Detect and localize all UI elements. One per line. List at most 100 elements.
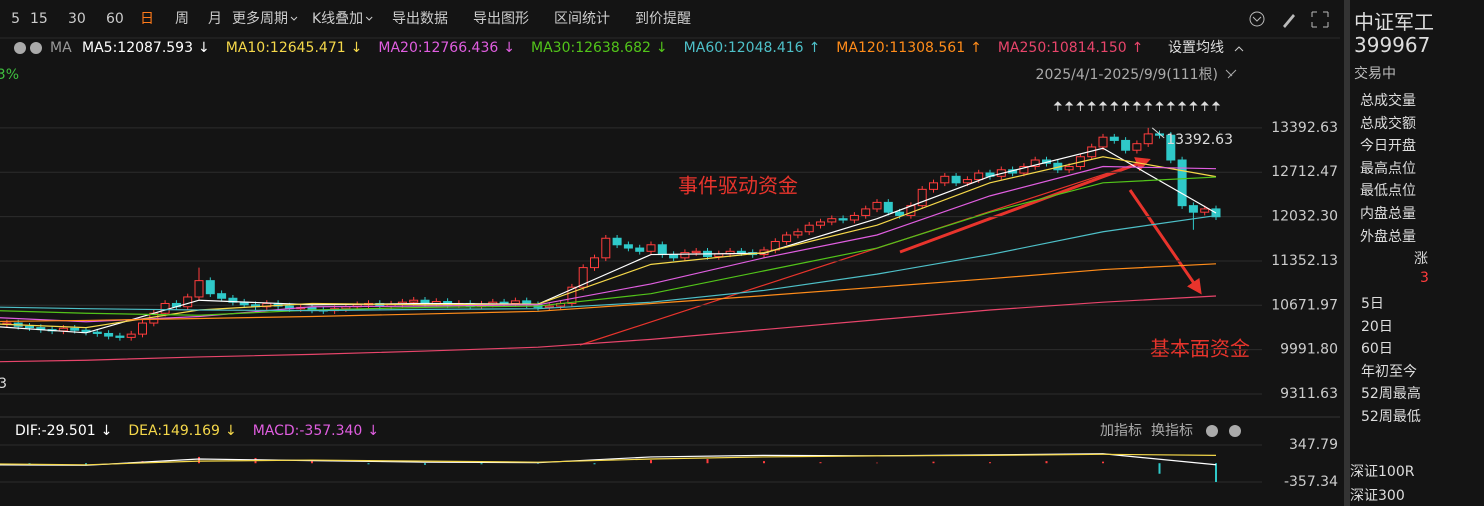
legend-trend: ↑ (970, 40, 982, 56)
legend-trend: ↓ (656, 40, 668, 56)
toolbar-item[interactable]: 15 (30, 11, 48, 27)
ma-line (0, 295, 1217, 363)
toolbar-item[interactable]: 30 (68, 11, 86, 27)
legend-trend: ↓ (503, 40, 515, 56)
y-tick-label: 347.79 (1289, 437, 1338, 453)
field-label: 总成交量 (1360, 93, 1416, 109)
macd-bar (989, 462, 991, 464)
toolbar-item[interactable]: 到价提醒 (635, 11, 691, 27)
collapse-icon[interactable] (1249, 11, 1265, 27)
candle-body (1030, 159, 1040, 168)
change-value: 3 (1420, 270, 1429, 286)
pin-icon[interactable] (1225, 69, 1237, 79)
indicator-button[interactable]: 加指标 (1100, 423, 1142, 439)
macd-bar (424, 463, 426, 465)
toolbar-item[interactable]: 周 (175, 11, 189, 27)
max-pointer (1151, 127, 1165, 139)
ma-line (0, 176, 1217, 316)
candle-body (590, 257, 599, 269)
signal-marker (1166, 101, 1176, 111)
legend-label: DIF:-29.501 (15, 423, 96, 439)
toolbar-item[interactable]: 5 (11, 11, 20, 27)
signal-marker (1177, 101, 1187, 111)
signal-marker (1053, 101, 1063, 111)
macd-bar (1102, 461, 1104, 464)
candle-body (1109, 136, 1119, 141)
candle-body (827, 218, 837, 223)
toolbar-item[interactable]: 导出图形 (473, 11, 529, 27)
signal-marker (1121, 101, 1130, 111)
candle-body (1132, 143, 1142, 151)
macd-bar (367, 463, 370, 465)
legend-trend: ↓ (367, 423, 379, 439)
toolbar-item[interactable]: 60 (106, 11, 124, 27)
field-label: 最低点位 (1360, 183, 1416, 200)
settings-button[interactable]: 设置均线 (1168, 40, 1224, 56)
macd-bar (593, 463, 596, 465)
signal-marker (1132, 101, 1142, 111)
y-tick-label: -357.34 (1284, 474, 1338, 490)
collapse-chevron (1252, 16, 1262, 22)
ma-lines (0, 147, 1217, 363)
signal-marker (1087, 101, 1096, 111)
toolbar-item[interactable]: 区间统计 (554, 11, 610, 27)
legend-label: MACD:-357.340 (253, 423, 363, 439)
macd-bar (876, 462, 878, 464)
candle-body (623, 244, 633, 249)
macd-bar (650, 460, 652, 464)
toolbar-item[interactable]: 日 (140, 11, 154, 27)
close-icon[interactable] (1229, 425, 1241, 437)
period-label: 20日 (1361, 318, 1393, 335)
eye-icon[interactable] (14, 42, 26, 54)
status: 交易中 (1354, 66, 1396, 82)
candle-body (680, 252, 690, 259)
toolbar-item[interactable]: 月 (208, 11, 222, 27)
macd-bar (198, 456, 200, 464)
annotation-line (579, 159, 1149, 346)
candle-body (974, 172, 984, 181)
candles (0, 127, 1221, 341)
indicator-button[interactable]: 换指标 (1151, 422, 1193, 439)
candle-body (804, 224, 814, 233)
index-name: 中证军工 (1354, 10, 1434, 34)
period-label: 52周最低 (1361, 408, 1421, 425)
macd-bar (1215, 463, 1217, 482)
candle-body (861, 208, 871, 216)
edge-label: 3 (0, 376, 7, 392)
toolbar-item[interactable]: 更多周期 (232, 10, 288, 27)
field-label: 内盘总量 (1360, 206, 1416, 222)
candle-body (917, 188, 927, 207)
toolbar-item[interactable]: K线叠加 (312, 11, 363, 27)
candle-body (126, 333, 136, 338)
candle-body (872, 201, 882, 210)
legend-label: MA5:12087.593 (82, 40, 193, 56)
expand-icon[interactable] (1311, 11, 1329, 28)
candle-body (962, 179, 972, 184)
ma-line (0, 214, 1217, 312)
brush-icon[interactable] (1283, 14, 1295, 28)
legend-trend: ↓ (351, 40, 363, 56)
macd-bar (537, 463, 539, 464)
candle-body (1143, 133, 1153, 145)
candle-body (929, 182, 938, 190)
signal-marker (1211, 101, 1221, 111)
ma-line (0, 165, 1217, 323)
gear-icon[interactable] (1206, 425, 1218, 437)
close-icon[interactable] (30, 42, 42, 54)
toolbar-item[interactable]: 导出数据 (392, 11, 448, 27)
candle-body (1166, 134, 1176, 161)
candle-body (612, 237, 622, 246)
candle-body (646, 244, 656, 252)
legend-trend: ↑ (1132, 40, 1144, 56)
candle-body (510, 300, 520, 304)
candle-body (883, 201, 893, 213)
signal-marker (1155, 101, 1164, 111)
field-label: 外盘总量 (1360, 228, 1416, 245)
candle-body (635, 247, 645, 252)
signal-marker (1143, 101, 1153, 111)
field-label: 今日开盘 (1360, 138, 1416, 155)
y-tick-label: 10671.97 (1271, 297, 1338, 313)
y-tick-label: 11352.13 (1271, 253, 1338, 269)
candle-body (669, 254, 679, 259)
